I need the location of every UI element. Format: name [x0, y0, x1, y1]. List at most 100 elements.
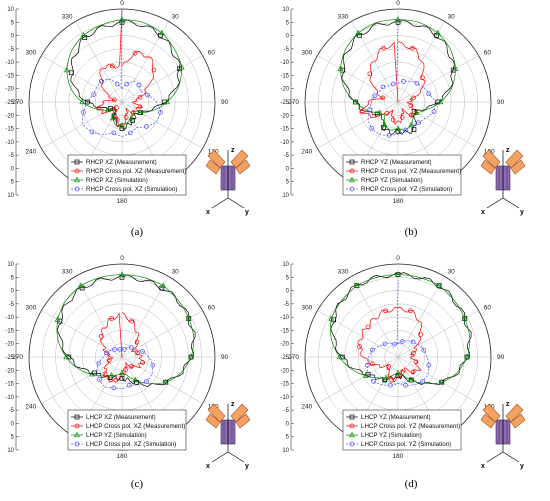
radial-tick-label: -5	[9, 47, 15, 53]
data-point	[369, 125, 375, 131]
data-point	[114, 117, 120, 123]
data-point	[381, 121, 388, 128]
antenna-inset: z x y	[480, 147, 526, 216]
y-axis-line	[502, 451, 520, 463]
radial-tick-label: -5	[9, 153, 15, 159]
data-point	[392, 341, 397, 347]
radial-tick-label: -10	[5, 395, 14, 401]
data-point	[111, 97, 117, 103]
data-point	[367, 107, 373, 112]
data-point	[403, 127, 408, 133]
radial-tick-label: 5	[11, 20, 15, 26]
data-point	[364, 362, 370, 368]
data-point	[461, 315, 468, 321]
data-point	[117, 346, 123, 352]
radial-tick-label: -10	[280, 315, 289, 321]
data-point	[124, 81, 130, 87]
grid-spoke	[121, 356, 203, 404]
data-point	[395, 19, 401, 25]
grid-spoke	[41, 356, 123, 404]
radial-tick-label: 0	[11, 34, 15, 40]
data-point	[436, 282, 443, 288]
data-point	[110, 63, 115, 69]
data-point	[337, 65, 344, 71]
data-point	[127, 130, 133, 136]
data-point	[80, 32, 87, 38]
series-4	[96, 345, 156, 391]
data-point	[111, 385, 117, 391]
radial-tick-label: -10	[5, 315, 14, 321]
grid-spoke	[397, 55, 479, 103]
data-point	[438, 379, 445, 385]
grid-spoke	[317, 101, 399, 149]
angle-label: 180	[393, 198, 404, 205]
legend-label: LHCP XZ (Measurement)	[86, 414, 156, 421]
legend-label: RHCP XZ (Simulation)	[86, 177, 148, 184]
series-line	[99, 312, 146, 383]
data-point	[188, 353, 194, 360]
data-point	[119, 126, 125, 131]
legend-marker	[74, 186, 80, 192]
grid-spoke	[75, 21, 123, 103]
data-point	[371, 379, 376, 384]
angle-label: 0	[396, 255, 400, 262]
data-point	[144, 124, 149, 129]
grid-spoke	[317, 356, 399, 404]
panel-label: (d)	[405, 478, 418, 490]
data-point	[403, 382, 408, 388]
radial-tick-label: -15	[5, 127, 14, 133]
data-point	[408, 308, 413, 314]
legend-box	[67, 409, 187, 451]
legend-marker	[349, 431, 355, 438]
data-point	[112, 347, 117, 352]
y-axis-label: y	[520, 209, 524, 216]
y-axis-line	[502, 197, 520, 209]
grid-spoke	[317, 55, 399, 103]
data-point	[418, 332, 423, 337]
antenna-arm-right	[505, 149, 524, 169]
radial-tick-label: -15	[5, 73, 14, 79]
legend-label: RHCP Cross pol. XZ (Measurement)	[86, 168, 186, 175]
data-point	[410, 45, 415, 51]
legend-label: RHCP YZ (Measurement)	[361, 159, 432, 166]
angle-label: 90	[221, 354, 229, 361]
data-point	[365, 324, 371, 330]
polar-chart-d: 10 5 0 -5 -10 -15 -20 -25 -20 -15 -10 -5 0 5 10 0 30 60 90…	[280, 255, 526, 490]
radial-tick-label: 5	[286, 275, 290, 281]
angle-label: 240	[25, 404, 36, 411]
data-point	[81, 109, 86, 115]
data-point	[383, 374, 389, 380]
data-point	[426, 91, 432, 97]
radial-tick-label: -5	[9, 408, 15, 414]
angle-label: 330	[62, 13, 73, 20]
data-point	[395, 125, 401, 131]
data-point	[390, 117, 396, 123]
legend-label: LHCP Cross pol. YZ (Measurement)	[361, 423, 460, 430]
data-point	[54, 316, 61, 322]
data-point	[399, 370, 405, 375]
angle-label: 60	[208, 50, 216, 57]
legend-box	[67, 154, 187, 196]
data-point	[135, 350, 140, 356]
data-point	[140, 349, 145, 354]
antenna-arm-right	[230, 403, 249, 423]
radial-tick-label: -10	[280, 60, 289, 66]
data-point	[129, 318, 134, 324]
x-axis-label: x	[481, 463, 485, 470]
radial-tick-label: 5	[11, 435, 15, 441]
data-point	[164, 98, 171, 105]
radial-tick-label: 5	[11, 180, 15, 186]
data-point	[410, 339, 416, 345]
panel-label: (b)	[405, 226, 418, 238]
z-axis-label: z	[231, 401, 235, 408]
data-point	[185, 315, 192, 321]
radial-tick-label: -20	[5, 87, 14, 93]
legend-marker	[349, 441, 355, 447]
data-point	[123, 367, 128, 373]
polar-chart-b: 10 5 0 -5 -10 -15 -20 -25 -20 -15 -10 -5 0 5 10 0 30 60 90…	[280, 0, 526, 238]
grid-spoke	[351, 276, 399, 358]
angle-label: 60	[208, 305, 216, 312]
angle-label: 300	[25, 50, 36, 57]
